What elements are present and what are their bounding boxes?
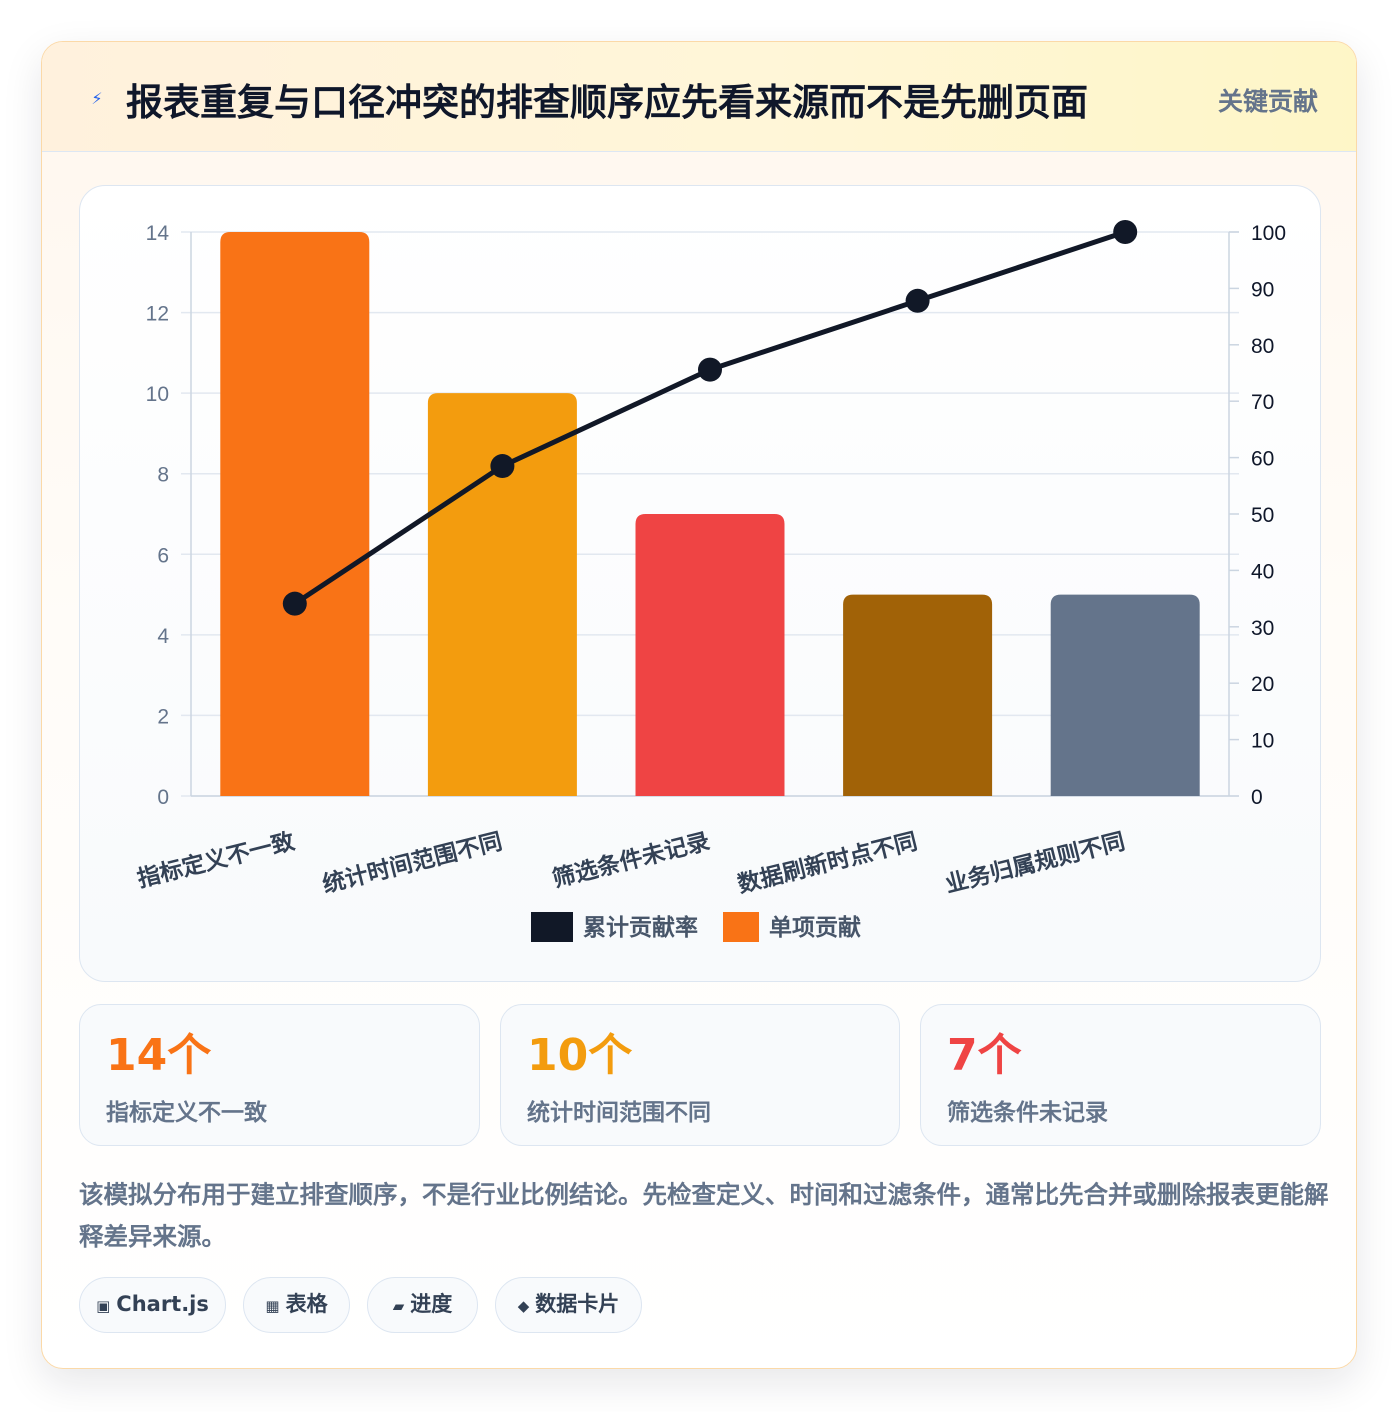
card-title: 报表重复与口径冲突的排查顺序应先看来源而不是先删页面 (126, 81, 1088, 124)
y-right-tick-label: 60 (1251, 448, 1274, 471)
y-right-tick-label: 20 (1251, 673, 1274, 696)
y-left-tick-label: 4 (157, 625, 169, 648)
table-icon: ▦ (265, 1297, 280, 1315)
cumulative-point (905, 288, 930, 313)
y-left-tick-label: 0 (157, 786, 169, 809)
bar (1050, 594, 1200, 796)
bar (843, 594, 993, 796)
legend-label: 累计贡献率 (583, 914, 698, 941)
y-right-tick-label: 80 (1251, 335, 1274, 358)
tag-label: 进度 (410, 1292, 453, 1316)
bar (427, 393, 577, 796)
key-contribution-badge: 关键贡献 (1217, 87, 1318, 116)
report-card: ⚡ 报表重复与口径冲突的排查顺序应先看来源而不是先删页面 关键贡献 0 2 4 6 8 1… (41, 41, 1357, 1369)
y-left-tick-label: 14 (146, 222, 170, 245)
y-right-tick-label: 70 (1251, 391, 1274, 414)
lightning-icon: ⚡ (91, 89, 103, 108)
cumulative-point (698, 357, 722, 382)
y-left-tick-label: 12 (146, 303, 169, 326)
x-tick-label: 统计时间范围不同 (320, 828, 505, 899)
legend-swatch (723, 912, 759, 942)
tag-progress[interactable]: ▰ 进度 (367, 1277, 478, 1333)
chart-panel: 0 2 4 6 8 10 12 14 0 10 20 30 40 50 60 70 80 90 100 指标定义不一致… (79, 185, 1321, 982)
diamond-icon: ◆ (517, 1297, 530, 1315)
note-text: 该模拟分布用于建立排查顺序，不是行业比例结论。先检查定义、时间和过滤条件，通常比… (79, 1180, 1329, 1251)
cumulative-point (1113, 220, 1138, 244)
y-right-tick-label: 0 (1251, 786, 1263, 809)
pareto-chart: 0 2 4 6 8 10 12 14 0 10 20 30 40 50 60 70 80 90 100 指标定义不一致… (135, 220, 1286, 942)
legend-label: 单项贡献 (769, 915, 861, 941)
x-tick-label: 筛选条件未记录 (550, 828, 713, 893)
y-right-tick-label: 40 (1251, 560, 1274, 583)
x-tick-label: 业务归属规则不同 (943, 828, 1128, 899)
x-tick-label: 指标定义不一致 (135, 827, 299, 892)
stat-value: 7个 (947, 1030, 1022, 1081)
y-right-tick-label: 30 (1251, 617, 1274, 640)
card-header: ⚡ 报表重复与口径冲突的排查顺序应先看来源而不是先删页面 关键贡献 (42, 42, 1356, 152)
stat-value: 10个 (527, 1030, 633, 1081)
y-right-tick-label: 90 (1251, 278, 1274, 301)
tag-table[interactable]: ▦ 表格 (243, 1277, 350, 1333)
bar (635, 514, 785, 796)
stat-card: 14个 指标定义不一致 (79, 1004, 480, 1146)
stat-card: 7个 筛选条件未记录 (920, 1004, 1321, 1146)
tag-chartjs[interactable]: ▣ Chart.js (79, 1277, 226, 1333)
y-right-tick-label: 10 (1251, 730, 1274, 753)
y-right-tick-label: 50 (1251, 504, 1274, 527)
tag-data-card[interactable]: ◆ 数据卡片 (495, 1277, 642, 1333)
tag-label: Chart.js (116, 1292, 209, 1316)
y-left-tick-label: 10 (146, 383, 169, 406)
cumulative-point (282, 591, 307, 616)
cumulative-point (490, 454, 515, 479)
tag-label: 数据卡片 (535, 1292, 620, 1316)
stat-label: 指标定义不一致 (106, 1100, 267, 1126)
legend-swatch (531, 912, 573, 942)
chart-icon: ▣ (96, 1297, 111, 1315)
x-tick-label: 数据刷新时点不同 (735, 828, 920, 899)
y-left-tick-label: 2 (157, 705, 169, 728)
stat-card: 10个 统计时间范围不同 (500, 1004, 900, 1146)
y-right-tick-label: 100 (1251, 222, 1286, 245)
stat-value: 14个 (106, 1030, 212, 1081)
progress-icon: ▰ (392, 1297, 405, 1315)
y-left-tick-label: 8 (157, 464, 169, 487)
stat-label: 筛选条件未记录 (947, 1100, 1108, 1126)
y-left-tick-label: 6 (157, 544, 169, 567)
tag-label: 表格 (285, 1292, 328, 1316)
stat-label: 统计时间范围不同 (527, 1100, 711, 1126)
bar (220, 232, 370, 796)
